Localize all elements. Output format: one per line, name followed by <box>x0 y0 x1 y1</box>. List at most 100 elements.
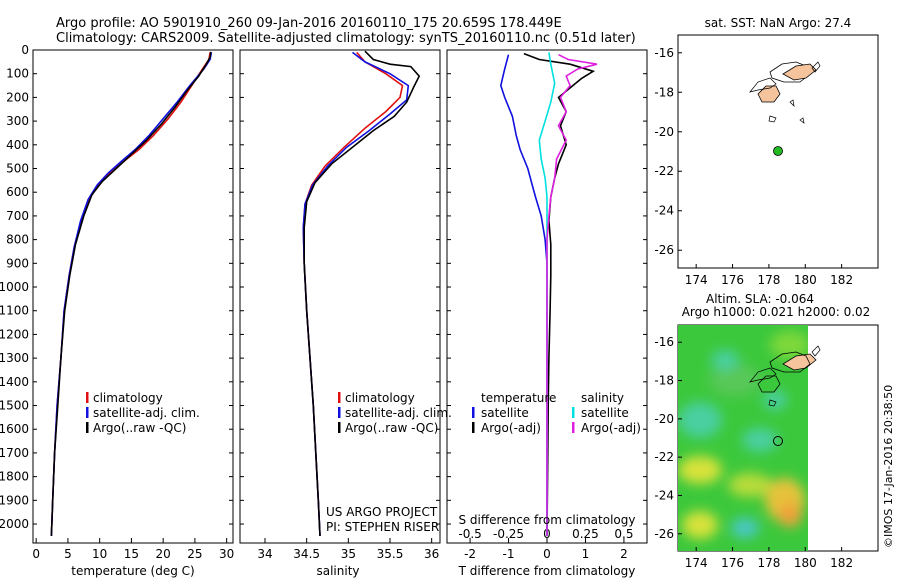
legend-label-s-argo: Argo(-adj) <box>581 421 641 435</box>
legend-label-argo: Argo(..raw -QC) <box>345 421 438 435</box>
x-tick-label: 2 <box>620 547 628 561</box>
depth-tick-label: 1400 <box>0 375 29 389</box>
series-line-salinity-satellite <box>538 52 556 536</box>
x-tick-label: 10 <box>92 547 107 561</box>
legend-swatch-t-sat <box>472 407 475 418</box>
sla-map-land <box>749 345 821 407</box>
x-tick-label: 35.5 <box>377 547 404 561</box>
map-x-tick-label: 178 <box>757 556 780 570</box>
map-y-tick-label: -20 <box>654 125 674 139</box>
legend-label-s-sat: satellite <box>581 406 629 420</box>
legend-label-argo: Argo(..raw -QC) <box>93 421 186 435</box>
depth-tick-label: 900 <box>6 256 29 270</box>
legend-label-clim: climatology <box>345 391 415 405</box>
s-tick-label: 0.25 <box>572 527 599 541</box>
depth-tick-label: 700 <box>6 209 29 223</box>
legend-swatch-s-sat <box>572 407 575 418</box>
s-tick-label: 0.5 <box>614 527 633 541</box>
depth-tick-label: 1100 <box>0 304 29 318</box>
x-tick-label: 30 <box>219 547 234 561</box>
sla-map-title-1: Altim. SLA: -0.064 <box>706 292 814 306</box>
x-tick-label: -2 <box>464 547 476 561</box>
x-tick-label: 15 <box>124 547 139 561</box>
legend-label-sat: satellite-adj. clim. <box>345 406 452 420</box>
temperature-panel <box>32 49 234 544</box>
depth-tick-label: 500 <box>6 162 29 176</box>
pi-label: PI: STEPHEN RISER <box>326 520 439 534</box>
map-x-tick-label: 176 <box>721 556 744 570</box>
map-y-tick-label: -18 <box>654 374 674 388</box>
depth-tick-label: 1300 <box>0 351 29 365</box>
legend-swatch-s-argo <box>572 422 575 433</box>
map-x-tick-label: 176 <box>721 273 744 287</box>
map-y-tick-label: -24 <box>654 488 674 502</box>
depth-tick-label: 2000 <box>0 517 29 531</box>
title-line-2: Climatology: CARS2009. Satellite-adjuste… <box>56 31 636 46</box>
series-line-climatology <box>302 51 404 536</box>
depth-tick-label: 600 <box>6 185 29 199</box>
sla-map-title-2: Argo h1000: 0.021 h2000: 0.02 <box>682 305 871 319</box>
sst-map-land <box>749 61 821 124</box>
depth-tick-label: 100 <box>6 67 29 81</box>
depth-tick-label: 300 <box>6 114 29 128</box>
depth-axis-labels: 0 100 200 300 400 500 600 700 800 900 1000 1100 1200… <box>0 43 29 531</box>
legend-swatch-clim <box>338 392 341 403</box>
series-line-satellite-adj-clim- <box>50 52 213 536</box>
map-x-tick-label: 174 <box>685 556 708 570</box>
map-x-tick-label: 180 <box>794 556 817 570</box>
x-tick-label: 34 <box>257 547 272 561</box>
legend-swatch-t-argo <box>472 422 475 433</box>
depth-tick-label: 1200 <box>0 327 29 341</box>
profile-curves <box>50 50 598 536</box>
x-tick-label: 0 <box>32 547 40 561</box>
s-tick-label: -0.25 <box>493 527 524 541</box>
temperature-legend: climatology satellite-adj. clim. Argo(..… <box>86 391 200 435</box>
x-tick-label: 36 <box>424 547 439 561</box>
map-y-tick-label: -24 <box>654 204 674 218</box>
temperature-xlabel: temperature (deg C) <box>71 564 194 578</box>
legend-label-sat: satellite-adj. clim. <box>93 406 200 420</box>
difference-legend: temperature satellite Argo(-adj) salinit… <box>472 391 641 435</box>
map-y-tick-label: -22 <box>654 450 674 464</box>
legend-label-t-sat: satellite <box>481 406 529 420</box>
x-tick-label: 0 <box>543 547 551 561</box>
depth-tick-label: 1700 <box>0 446 29 460</box>
series-line-temperature-satellite <box>499 54 548 536</box>
map-y-tick-label: -16 <box>654 335 674 349</box>
sla-field <box>678 325 808 551</box>
title-line-1: Argo profile: AO 5901910_260 09-Jan-2016… <box>56 16 562 31</box>
legend-swatch-sat <box>338 407 341 418</box>
map-x-tick-label: 182 <box>830 556 853 570</box>
imos-credit: ©IMOS 17-Jan-2016 20:38:50 <box>882 385 895 548</box>
depth-tick-label: 1800 <box>0 470 29 484</box>
depth-tick-label: 400 <box>6 138 29 152</box>
x-tick-labels: 0 5 10 15 20 25 30 34 34.5 35 35.5 36 -2 -1 0 1 2 -0.5 -0.… <box>32 527 633 561</box>
depth-tick-label: 800 <box>6 233 29 247</box>
sst-map-axes: 174 176 178 180 182 -16 -18 -20 -22 -24 -26 <box>654 46 853 287</box>
legend-salinity-heading: salinity <box>581 391 624 405</box>
legend-label-clim: climatology <box>93 391 163 405</box>
legend-swatch-argo <box>338 422 341 433</box>
t-difference-xlabel: T difference from climatology <box>458 564 636 578</box>
map-x-tick-label: 180 <box>794 273 817 287</box>
x-tick-label: 25 <box>187 547 202 561</box>
map-y-tick-label: -22 <box>654 164 674 178</box>
series-line-temperature-argo-adj- <box>523 52 596 536</box>
depth-tick-label: 1900 <box>0 493 29 507</box>
map-y-tick-label: -16 <box>654 46 674 60</box>
map-y-tick-label: -18 <box>654 85 674 99</box>
series-line-argo-raw-qc- <box>303 50 421 536</box>
sla-map-axes: 174 176 178 180 182 -16 -18 -20 -22 -24 -26 <box>654 335 853 570</box>
depth-tick-label: 1500 <box>0 399 29 413</box>
map-y-tick-label: -26 <box>654 243 674 257</box>
depth-tick-label: 1600 <box>0 422 29 436</box>
x-tick-label: 35 <box>341 547 356 561</box>
map-x-tick-label: 174 <box>685 273 708 287</box>
legend-swatch-clim <box>86 392 89 403</box>
legend-swatch-argo <box>86 422 89 433</box>
legend-label-t-argo: Argo(-adj) <box>481 421 541 435</box>
depth-tick-label: 1000 <box>0 280 29 294</box>
legend-swatch-sat <box>86 407 89 418</box>
x-tick-label: -1 <box>503 547 515 561</box>
